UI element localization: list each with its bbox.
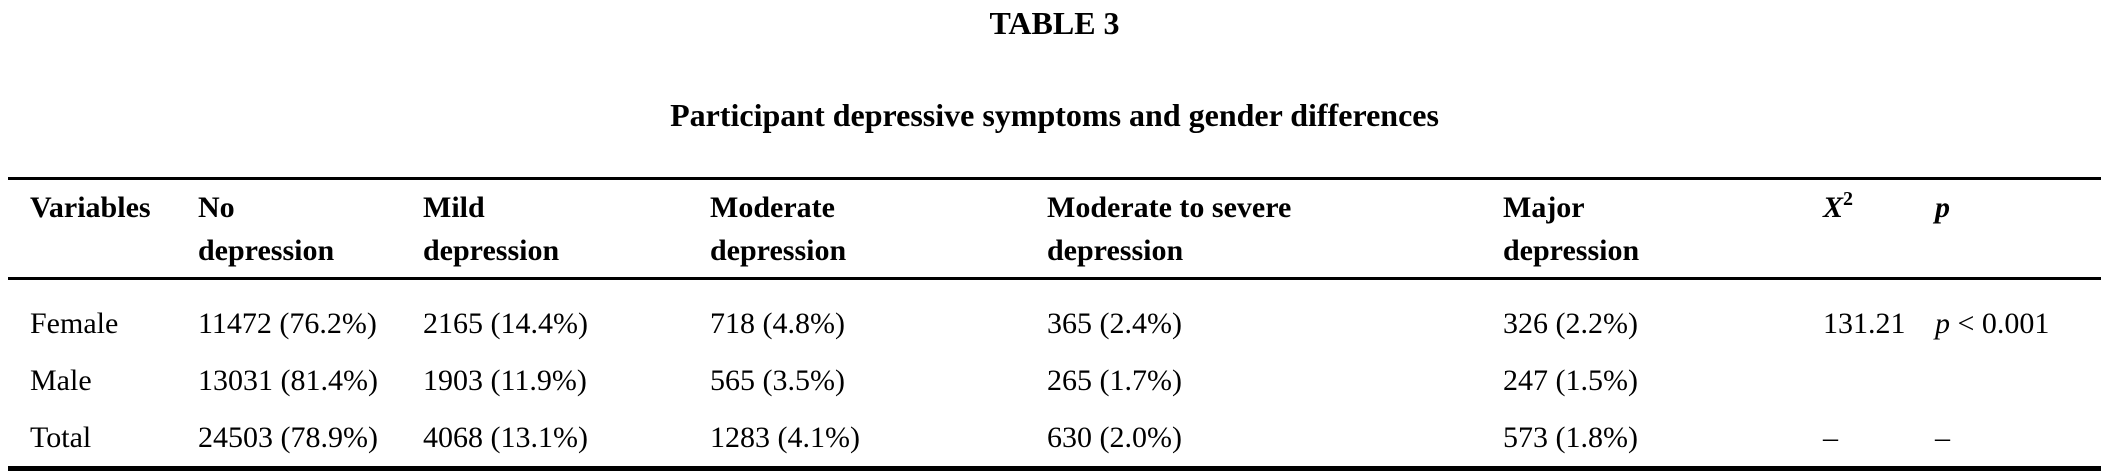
cell-moderate-depression: 1283 (4.1%) bbox=[710, 420, 860, 454]
cell-mild-depression: 2165 (14.4%) bbox=[423, 306, 588, 340]
cell-mild-depression: 1903 (11.9%) bbox=[423, 363, 587, 397]
cell-p-value: – bbox=[1935, 420, 1950, 454]
column-header-moderate-depression: Moderate depression bbox=[710, 178, 1047, 280]
cell-chi-square: – bbox=[1823, 420, 1838, 454]
column-header-chi-square: X2 bbox=[1823, 178, 1935, 280]
italic-symbol: p bbox=[1935, 191, 1950, 224]
header-row: Variables No depression Mild depression Moder… bbox=[8, 178, 2101, 280]
superscript: 2 bbox=[1843, 188, 1854, 210]
header-line: depression bbox=[1047, 234, 1184, 267]
table-body: Female 11472 (76.2%) 2165 (14.4%) 718 (4.8%… bbox=[8, 279, 2101, 469]
italic-symbol: p bbox=[1935, 306, 1950, 340]
header-line: No bbox=[198, 191, 235, 224]
table-caption: Participant depressive symptoms and gend… bbox=[670, 97, 1439, 133]
column-header-no-depression: No depression bbox=[198, 178, 423, 280]
depression-gender-table: Variables No depression Mild depression Moder… bbox=[8, 177, 2101, 471]
header-line: Variables bbox=[30, 191, 151, 224]
cell-major-depression: 247 (1.5%) bbox=[1503, 363, 1638, 397]
column-header-variables: Variables bbox=[8, 178, 198, 280]
table-row-male: Male 13031 (81.4%) 1903 (11.9%) 565 (3.5%) 2… bbox=[8, 352, 2101, 409]
header-line: depression bbox=[1503, 234, 1640, 267]
header-line: Moderate bbox=[710, 191, 835, 224]
cell-chi-square bbox=[1823, 352, 1935, 409]
column-header-moderate-to-severe-depression: Moderate to severe depression bbox=[1047, 178, 1503, 280]
table-number: TABLE 3 bbox=[989, 5, 1120, 41]
cell-major-depression: 326 (2.2%) bbox=[1503, 306, 1638, 340]
header-line: depression bbox=[423, 234, 560, 267]
cell-variable: Female bbox=[30, 306, 119, 340]
table-row-total: Total 24503 (78.9%) 4068 (13.1%) 1283 (4.1%… bbox=[8, 409, 2101, 469]
cell-moderate-depression: 718 (4.8%) bbox=[710, 306, 845, 340]
cell-moderate-to-severe-depression: 630 (2.0%) bbox=[1047, 420, 1182, 454]
cell-variable: Total bbox=[30, 420, 92, 454]
column-header-p: p bbox=[1935, 178, 2101, 280]
table-header-row: Variables No depression Mild depression Moder… bbox=[8, 178, 2101, 280]
cell-moderate-to-severe-depression: 265 (1.7%) bbox=[1047, 363, 1182, 397]
cell-chi-square: 131.21 bbox=[1823, 306, 1906, 340]
cell-p-value bbox=[1935, 352, 2101, 409]
header-line: depression bbox=[710, 234, 847, 267]
cell-moderate-depression: 565 (3.5%) bbox=[710, 363, 845, 397]
cell-no-depression: 24503 (78.9%) bbox=[198, 420, 378, 454]
header-line: Mild bbox=[423, 191, 485, 224]
cell-variable: Male bbox=[30, 363, 92, 397]
header-line: Major bbox=[1503, 191, 1585, 224]
cell-no-depression: 13031 (81.4%) bbox=[198, 363, 378, 397]
italic-symbol: X bbox=[1823, 191, 1844, 224]
cell-mild-depression: 4068 (13.1%) bbox=[423, 420, 588, 454]
cell-p-value: p < 0.001 bbox=[1935, 306, 2050, 340]
header-line: depression bbox=[198, 234, 335, 267]
column-header-mild-depression: Mild depression bbox=[423, 178, 710, 280]
cell-major-depression: 573 (1.8%) bbox=[1503, 420, 1638, 454]
cell-no-depression: 11472 (76.2%) bbox=[198, 306, 377, 340]
header-line: Moderate to severe bbox=[1047, 191, 1292, 224]
column-header-major-depression: Major depression bbox=[1503, 178, 1823, 280]
table-row-female: Female 11472 (76.2%) 2165 (14.4%) 718 (4.8%… bbox=[8, 279, 2101, 353]
cell-moderate-to-severe-depression: 365 (2.4%) bbox=[1047, 306, 1182, 340]
